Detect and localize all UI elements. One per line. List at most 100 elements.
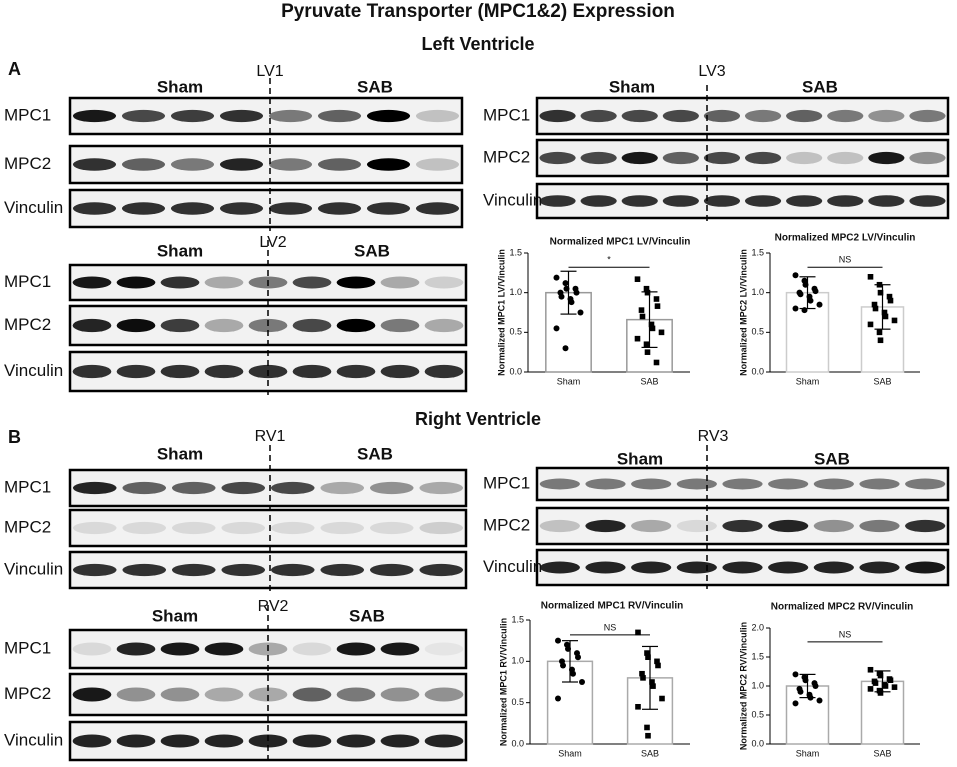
data-point — [643, 285, 650, 292]
band — [539, 109, 576, 123]
band — [676, 561, 717, 574]
band — [424, 687, 464, 702]
blot: MPC1 MPC2 Vinculin LV3 Sham SAB — [483, 63, 950, 222]
y-tick-label: 0.0 — [511, 738, 524, 748]
blot-label: LV2 — [259, 234, 286, 251]
band — [813, 561, 854, 574]
row-label: MPC1 — [4, 272, 51, 291]
data-point — [877, 690, 884, 696]
band — [219, 109, 264, 123]
band — [72, 687, 112, 702]
chart-title: Normalized MPC2 LV/Vinculin — [775, 233, 916, 244]
band — [786, 195, 823, 207]
x-tick-label: Sham — [557, 376, 581, 386]
band — [160, 364, 200, 379]
y-axis-label: Normalized MPC2 LV/Vinculin — [738, 249, 748, 376]
band — [204, 687, 244, 702]
band — [170, 202, 215, 215]
data-point — [812, 683, 819, 689]
data-point — [882, 683, 889, 689]
band — [662, 109, 699, 123]
band — [859, 561, 900, 574]
band — [160, 687, 200, 702]
group-label: SAB — [357, 77, 393, 96]
y-axis-label: Normalized MPC1 LV/Vinculin — [496, 249, 506, 376]
y-tick-label: 1.0 — [511, 656, 524, 666]
band — [415, 109, 460, 123]
band — [204, 364, 244, 379]
y-tick-label: 1.5 — [751, 651, 764, 661]
band — [868, 151, 905, 165]
x-tick-label: SAB — [640, 376, 658, 386]
row-label: Vinculin — [483, 557, 542, 576]
y-tick-label: 0.0 — [509, 366, 522, 376]
data-point — [792, 305, 799, 312]
blot-label: LV1 — [256, 63, 283, 80]
band — [380, 687, 420, 702]
band — [380, 276, 420, 289]
data-point — [634, 335, 641, 342]
blot-label: RV2 — [258, 598, 289, 615]
band — [424, 734, 464, 748]
band — [419, 563, 464, 577]
group-label: Sham — [157, 444, 203, 463]
band — [270, 521, 315, 535]
chart-title: Normalized MPC2 RV/Vinculin — [771, 602, 913, 613]
band — [722, 561, 763, 574]
data-point — [555, 637, 561, 644]
band — [539, 195, 576, 207]
blot: MPC1 MPC2 Vinculin LV1 Sham SAB — [4, 63, 464, 231]
section-title: Right Ventricle — [415, 409, 541, 429]
band — [72, 481, 117, 495]
band — [116, 318, 156, 333]
data-point — [639, 313, 646, 320]
y-tick-label: 1.0 — [509, 287, 522, 297]
band — [268, 202, 313, 215]
chart-title: Normalized MPC1 LV/Vinculin — [550, 237, 691, 248]
data-point — [639, 670, 645, 677]
band — [336, 642, 376, 656]
row-label: MPC2 — [4, 684, 51, 703]
blot-label: RV1 — [255, 428, 286, 445]
band — [116, 642, 156, 656]
figure-title: Pyruvate Transporter (MPC1&2) Expression — [281, 1, 675, 22]
data-point — [645, 654, 651, 660]
band — [160, 318, 200, 333]
band — [539, 561, 580, 574]
band — [204, 276, 244, 289]
band — [268, 109, 313, 123]
data-point — [876, 329, 883, 336]
band — [366, 109, 411, 123]
band — [419, 521, 464, 535]
data-point — [871, 301, 878, 308]
band — [539, 519, 580, 533]
band — [813, 478, 854, 490]
band — [292, 734, 332, 748]
data-point — [650, 683, 656, 689]
blot: MPC1 MPC2 Vinculin RV3 Sham SAB — [483, 428, 950, 589]
data-point — [653, 296, 660, 302]
y-axis-label: Normalized MPC2 RV/Vinculin — [738, 622, 748, 750]
band — [121, 109, 166, 123]
band — [204, 318, 244, 333]
data-point — [649, 679, 655, 685]
data-point — [807, 297, 814, 304]
y-tick-label: 0.0 — [751, 366, 764, 376]
band — [424, 318, 464, 333]
data-point — [579, 679, 585, 685]
group-label: SAB — [349, 606, 385, 625]
band — [204, 734, 244, 748]
data-point — [645, 732, 651, 739]
band — [786, 109, 823, 123]
panel-label: A — [8, 59, 21, 79]
band — [72, 109, 117, 123]
data-point — [876, 281, 883, 288]
bar-chart: Normalized MPC2 LV/Vinculin Normalized MP… — [738, 233, 920, 386]
data-point — [653, 359, 660, 366]
data-point — [563, 285, 570, 292]
x-tick-label: Sham — [796, 376, 820, 386]
data-point — [807, 694, 814, 701]
data-point — [575, 654, 581, 661]
band — [768, 478, 809, 490]
data-point — [640, 675, 646, 681]
